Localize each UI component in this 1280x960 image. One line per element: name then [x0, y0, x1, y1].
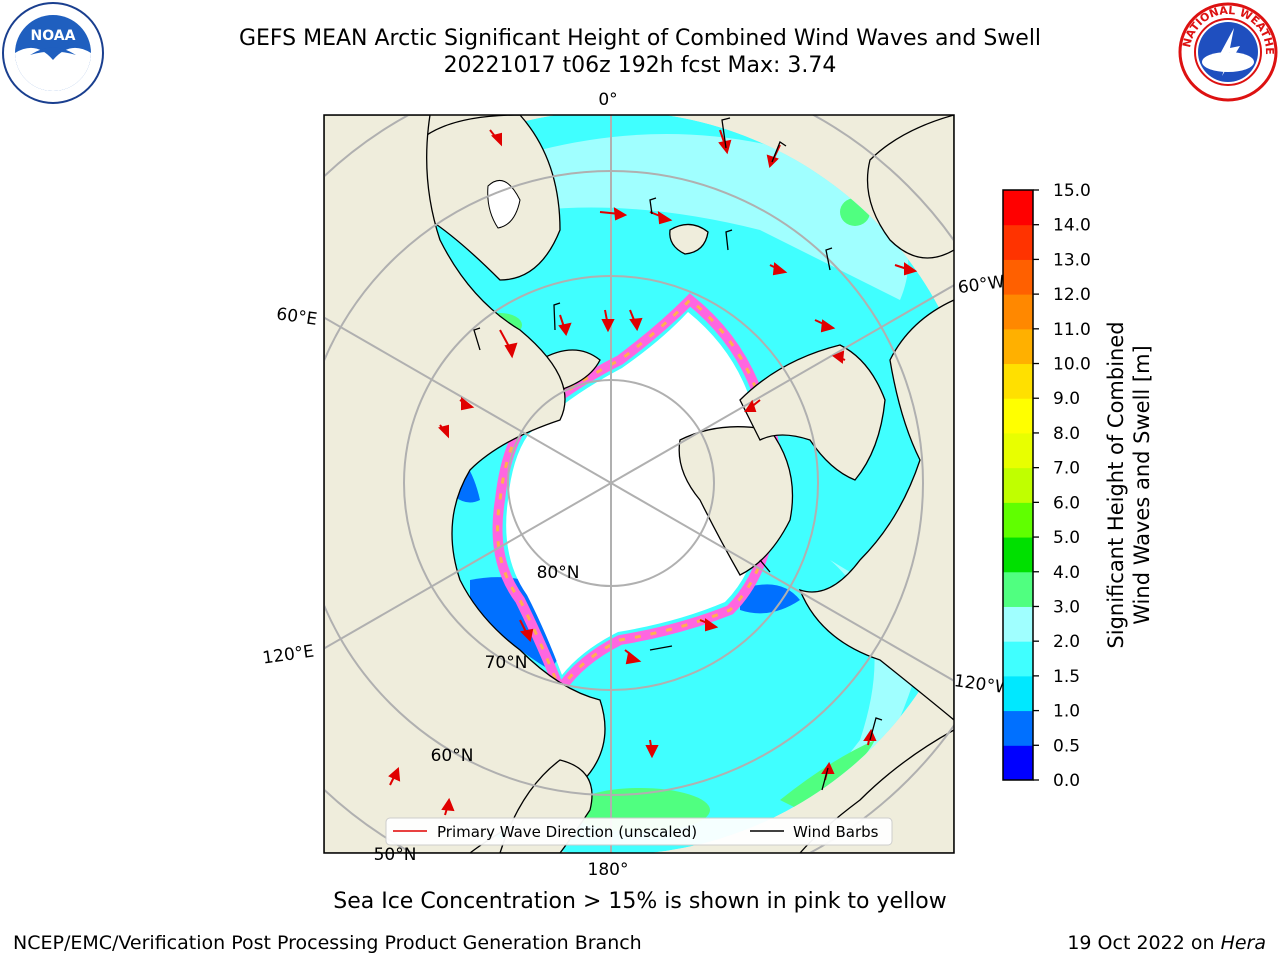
colorbar-tick-label: 3.0	[1053, 597, 1080, 617]
colorbar-bin	[1003, 328, 1033, 365]
colorbar-bin	[1003, 710, 1033, 746]
colorbar-bin	[1003, 675, 1033, 712]
colorbar-bin	[1003, 467, 1033, 503]
label-60n: 60°N	[431, 746, 474, 766]
label-70n: 70°N	[485, 653, 528, 673]
nws-logo: NATIONAL WEATHER SERVICE	[1176, 0, 1278, 102]
label-0: 0°	[598, 90, 617, 110]
colorbar-bin	[1003, 190, 1033, 226]
colorbar-tick-label: 1.0	[1053, 702, 1080, 722]
date-value: 19 Oct 2022 on	[1067, 932, 1221, 954]
date-text: 19 Oct 2022 on Hera	[1067, 932, 1266, 954]
credit-text: NCEP/EMC/Verification Post Processing Pr…	[13, 932, 642, 954]
colorbar-bin	[1003, 641, 1033, 677]
colorbar-tick-label: 6.0	[1053, 493, 1080, 513]
colorbar-tick-label: 4.0	[1053, 563, 1080, 583]
colorbar-tick-label: 2.0	[1053, 632, 1080, 652]
colorbar-bin	[1003, 294, 1033, 330]
label-60e: 60°E	[275, 304, 318, 329]
noaa-logo-text: NOAA	[31, 28, 76, 44]
colorbar-bin	[1003, 745, 1033, 781]
chart-title: GEFS MEAN Arctic Significant Height of C…	[238, 26, 1042, 51]
map-border	[323, 114, 955, 854]
legend-barb-label: Wind Barbs	[793, 823, 879, 841]
label-120e: 120°E	[261, 642, 315, 669]
colorbar-tick-label: 9.0	[1053, 389, 1080, 409]
colorbar-tick-label: 0.0	[1053, 771, 1080, 791]
colorbar: 0.0 0.5 1.0 1.5 2.0 3.0 4.0 5.0 6.0 7.0 8.0 9.0 10.0…	[1002, 181, 1154, 791]
colorbar-bin	[1003, 432, 1033, 469]
colorbar-tick-label: 12.0	[1053, 285, 1091, 305]
label-50n: 50°N	[374, 845, 417, 865]
map-legend: Primary Wave Direction (unscaled) Wind B…	[385, 817, 893, 846]
colorbar-bin	[1003, 259, 1033, 295]
colorbar-tick-label: 14.0	[1053, 216, 1091, 236]
colorbar-bin	[1003, 606, 1033, 642]
colorbar-tick-label: 15.0	[1053, 181, 1091, 201]
chart-subtitle: 20221017 t06z 192h fcst Max: 3.74	[443, 53, 837, 78]
colorbar-tick-label: 0.5	[1053, 736, 1080, 756]
wave-arrows	[388, 129, 918, 816]
colorbar-frame	[1002, 189, 1034, 781]
label-80n: 80°N	[537, 563, 580, 583]
colorbar-tick-label: 11.0	[1053, 320, 1091, 340]
colorbar-tick-label: 10.0	[1053, 355, 1091, 375]
colorbar-bin	[1003, 363, 1033, 399]
machine-name: Hera	[1220, 932, 1266, 954]
colorbar-tick-label: 7.0	[1053, 459, 1080, 479]
colorbar-tick-label: 5.0	[1053, 528, 1080, 548]
colorbar-label-line1: Significant Height of Combined	[1104, 321, 1128, 648]
label-60w: 60°W	[957, 272, 1006, 298]
colorbar-bin	[1003, 398, 1033, 434]
sea-ice-note: Sea Ice Concentration > 15% is shown in …	[333, 889, 947, 914]
colorbar-label-line2: Wind Waves and Swell [m]	[1130, 345, 1154, 625]
wind-barbs	[473, 117, 883, 791]
colorbar-bin	[1003, 571, 1033, 607]
colorbar-tick-label: 8.0	[1053, 424, 1080, 444]
noaa-logo: NOAA	[2, 2, 104, 104]
colorbar-bin	[1003, 502, 1033, 538]
colorbar-tick-label: 13.0	[1053, 250, 1091, 270]
label-180: 180°	[588, 860, 629, 880]
colorbar-bin	[1003, 224, 1033, 260]
colorbar-bin	[1003, 537, 1033, 573]
legend-wave-label: Primary Wave Direction (unscaled)	[437, 823, 697, 841]
colorbar-tick-label: 1.5	[1053, 667, 1080, 687]
